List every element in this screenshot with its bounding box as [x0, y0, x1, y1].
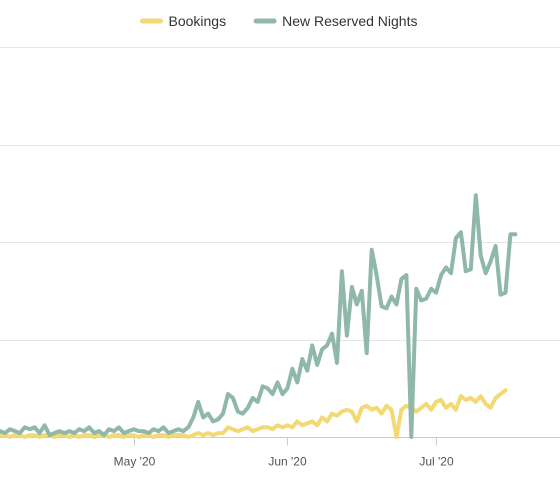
series-lines: [0, 193, 518, 439]
legend-item-new-reserved-nights[interactable]: New Reserved Nights: [253, 13, 417, 29]
series-line-bookings[interactable]: [0, 388, 508, 439]
legend-label-bookings: Bookings: [169, 13, 227, 29]
x-tick-label-2020-05-01: May '20: [114, 455, 156, 469]
x-tick-label-2020-07-01: Jul '20: [419, 455, 454, 469]
x-tick-label-2020-06-01: Jun '20: [268, 455, 307, 469]
legend-item-bookings[interactable]: Bookings: [140, 13, 227, 29]
series-line-new-reserved-nights[interactable]: [0, 193, 518, 439]
grid: [0, 47, 560, 341]
legend-label-new-reserved-nights: New Reserved Nights: [282, 13, 417, 29]
legend[interactable]: Bookings New Reserved Nights: [140, 13, 418, 29]
